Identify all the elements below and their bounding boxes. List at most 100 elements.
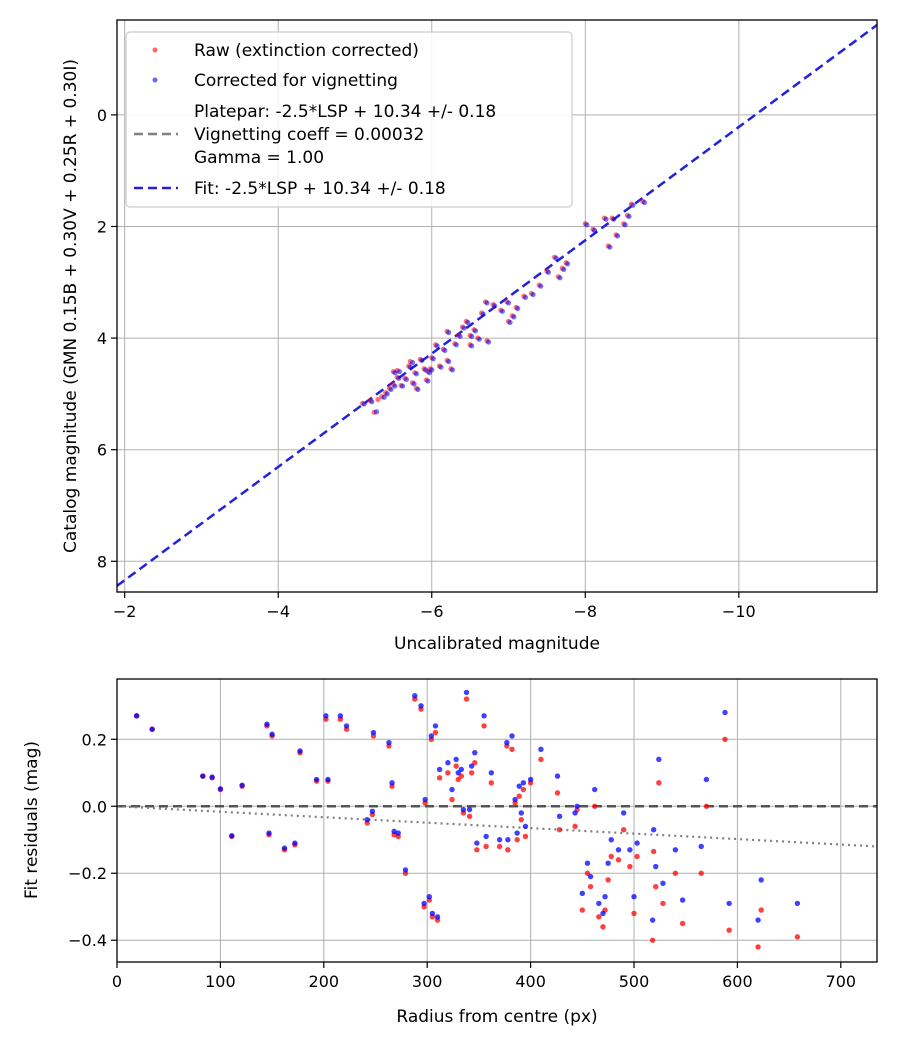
vignetting-line — [116, 805, 878, 848]
top-y-tick-label: 0 — [97, 106, 107, 125]
top-corrected-point — [426, 370, 433, 376]
bottom-corrected-point — [200, 773, 206, 779]
legend: Raw (extinction corrected) Corrected for… — [125, 31, 573, 208]
bottom-corrected-point — [512, 796, 518, 803]
bottom-corrected-point — [466, 806, 473, 813]
bottom-corrected-point — [574, 803, 580, 809]
legend-gamma-label: Gamma = 1.00 — [194, 148, 324, 168]
top-corrected-point — [584, 222, 590, 228]
top-corrected-point — [630, 202, 636, 208]
bottom-raw-point — [596, 914, 602, 920]
bottom-corrected-point — [445, 760, 451, 766]
top-y-axis-label: Catalog magnitude (GMN 0.15B + 0.30V + 0… — [61, 59, 81, 553]
bottom-raw-point — [453, 763, 459, 769]
top-x-tick-label: −6 — [420, 602, 444, 621]
bottom-corrected-point — [297, 748, 303, 754]
bottom-corrected-point — [313, 776, 320, 783]
bottom-raw-point — [627, 863, 633, 870]
bottom-corrected-point — [504, 739, 510, 746]
legend-corrected-label: Corrected for vignetting — [194, 71, 398, 91]
bottom-corrected-point — [620, 810, 627, 816]
top-fit-line — [116, 24, 878, 587]
top-corrected-point — [461, 325, 467, 331]
top-corrected-point — [611, 216, 617, 222]
top-corrected-point — [411, 381, 417, 387]
bottom-y-axis-label: Fit residuals (mag) — [22, 741, 42, 899]
top-corrected-point — [381, 394, 387, 400]
bottom-raw-point — [672, 870, 679, 876]
bottom-corrected-point — [364, 816, 370, 823]
bottom-raw-point — [755, 944, 761, 950]
bottom-corrected-point — [514, 830, 520, 836]
bottom-corrected-point — [472, 749, 478, 756]
top-corrected-point — [614, 233, 621, 239]
bottom-x-axis-label: Radius from centre (px) — [396, 1007, 597, 1027]
bottom-corrected-point — [520, 780, 527, 786]
bottom-raw-point — [445, 770, 451, 776]
bottom-raw-point — [496, 843, 503, 850]
bottom-corrected-point — [656, 756, 662, 763]
top-corrected-point — [465, 319, 471, 326]
bottom-corrected-point — [325, 776, 331, 783]
bottom-corrected-point — [631, 893, 637, 900]
bottom-raw-point — [579, 907, 586, 913]
bottom-corrected-point — [584, 860, 591, 866]
top-corrected-point — [399, 383, 406, 389]
bottom-corrected-point — [755, 917, 761, 923]
bottom-raw-point — [449, 796, 455, 803]
bottom-corrected-point — [509, 733, 515, 739]
bottom-corrected-point — [429, 910, 436, 917]
legend-raw-label: Raw (extinction corrected) — [194, 41, 419, 61]
top-corrected-point — [446, 358, 452, 365]
bottom-corrected-point — [421, 900, 427, 907]
bottom-corrected-point — [391, 828, 397, 835]
top-corrected-point — [485, 339, 492, 345]
bottom-raw-point — [605, 877, 611, 883]
bottom-corrected-point — [481, 713, 487, 719]
bottom-raw-point — [468, 770, 475, 776]
bottom-raw-point — [649, 937, 656, 943]
bottom-raw-point — [522, 833, 529, 840]
bottom-y-tick-label: 0.0 — [82, 797, 107, 816]
bottom-corrected-point — [468, 763, 475, 769]
bottom-raw-point — [758, 907, 764, 913]
bottom-raw-point — [653, 883, 659, 890]
bottom-corrected-point — [592, 786, 598, 793]
bottom-corrected-point — [650, 827, 657, 833]
bottom-corrected-point — [460, 806, 467, 813]
bottom-raw-point — [483, 843, 489, 850]
top-corrected-point — [557, 275, 563, 281]
bottom-corrected-point — [579, 890, 586, 897]
bottom-raw-point — [650, 848, 657, 855]
top-corrected-point — [511, 314, 517, 320]
bottom-raw-point — [660, 900, 666, 907]
bottom-corrected-point — [239, 782, 245, 788]
bottom-corrected-point — [422, 796, 428, 803]
top-corrected-point — [392, 383, 398, 389]
bottom-raw-point — [505, 847, 511, 853]
top-corrected-point — [396, 375, 402, 381]
bottom-corrected-point — [794, 900, 801, 907]
top-corrected-point — [515, 305, 521, 312]
bottom-raw-point — [481, 723, 487, 729]
top-x-tick-label: −10 — [722, 602, 756, 621]
top-x-tick-label: −4 — [266, 602, 290, 621]
top-corrected-point — [553, 255, 559, 261]
bottom-corrected-point — [426, 893, 432, 900]
bottom-corrected-point — [343, 723, 350, 729]
top-x-tick-label: −8 — [573, 602, 597, 621]
bottom-corrected-point — [395, 830, 401, 836]
top-corrected-point — [373, 409, 380, 415]
fit-line — [116, 24, 878, 587]
bottom-x-ticks: 0 100 200 300 400 500 600 700 — [112, 962, 856, 991]
top-raw-point — [375, 396, 381, 403]
top-corrected-point — [603, 216, 609, 222]
bottom-corrected-point — [602, 893, 608, 900]
top-corrected-point — [407, 364, 413, 370]
bottom-corrected-point — [463, 689, 470, 696]
top-plot: −2 −4 −6 −8 −10 0 2 4 6 8 Uncalibrated magnitude… — [61, 19, 878, 654]
bottom-corrected-point — [698, 843, 704, 850]
top-corrected-point — [419, 357, 425, 364]
bottom-corrected-point — [369, 808, 376, 814]
top-corrected-point — [425, 378, 431, 384]
